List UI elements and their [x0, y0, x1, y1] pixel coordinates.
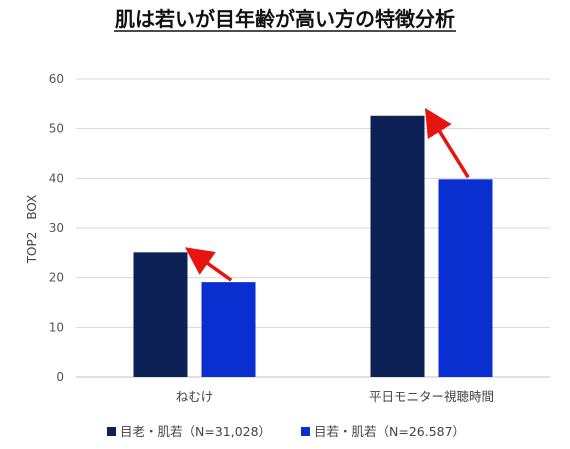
chart-title: 肌は若いが目年齢が高い方の特徴分析	[115, 7, 455, 31]
bar-series2-cat1	[201, 282, 256, 377]
legend: 目老・肌若（N=31,028） 目若・肌若（N=26.587）	[107, 424, 465, 439]
y-tick-label: 50	[49, 122, 64, 136]
bars	[133, 115, 493, 378]
red-arrow	[424, 107, 470, 179]
x-category-label: 平日モニター視聴時間	[369, 389, 494, 404]
red-arrow	[184, 247, 233, 282]
annotation-arrows	[184, 107, 470, 282]
y-tick-label: 0	[56, 370, 64, 384]
bar-series1-cat2	[370, 115, 425, 378]
bar-series1-cat1	[133, 252, 188, 377]
y-tick-label: 60	[49, 72, 64, 86]
y-tick-labels: 0 10 20 30 40 50 60	[49, 72, 64, 384]
x-category-label: ねむけ	[176, 389, 214, 404]
legend-label: 目老・肌若（N=31,028）	[120, 424, 271, 439]
y-tick-label: 30	[49, 221, 64, 235]
y-axis-label: TOP2 BOX	[25, 195, 39, 265]
y-tick-label: 20	[49, 271, 64, 285]
legend-swatch	[301, 427, 310, 436]
y-tick-label: 40	[49, 171, 64, 185]
legend-label: 目若・肌若（N=26.587）	[314, 424, 465, 439]
bar-series2-cat2	[438, 179, 493, 377]
y-tick-label: 10	[49, 320, 64, 334]
legend-swatch	[107, 427, 116, 436]
x-category-labels: ねむけ 平日モニター視聴時間	[176, 389, 494, 404]
